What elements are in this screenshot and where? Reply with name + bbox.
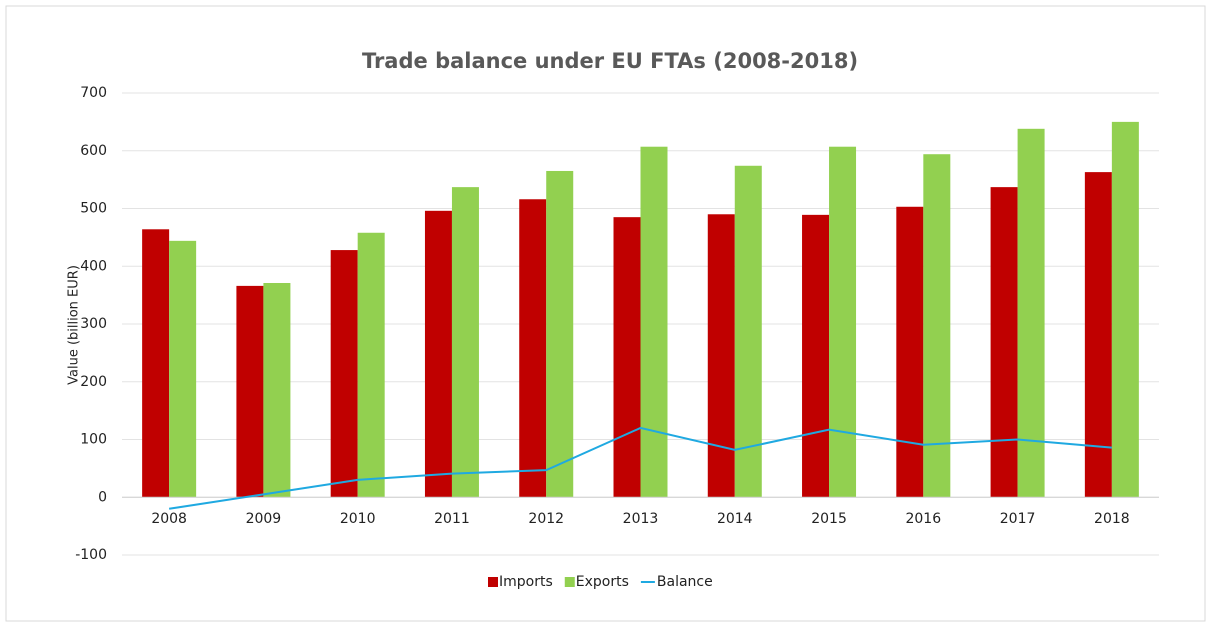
bar — [896, 206, 924, 498]
x-tick-label: 2012 — [528, 511, 564, 527]
legend-swatch — [488, 577, 498, 587]
x-tick-label: 2014 — [717, 511, 753, 527]
legend-label: Imports — [499, 574, 553, 590]
y-tick-label: 100 — [80, 432, 107, 448]
bar — [519, 199, 547, 498]
legend-label: Exports — [576, 574, 629, 590]
y-tick-label: 600 — [80, 143, 107, 159]
bar — [613, 217, 641, 498]
y-tick-label: 200 — [80, 374, 107, 390]
bar — [1111, 121, 1139, 498]
x-tick-label: 2011 — [434, 511, 470, 527]
y-axis-label: Value (billion EUR) — [67, 265, 82, 385]
y-tick-label: 300 — [80, 316, 107, 332]
y-tick-label: -100 — [75, 547, 107, 563]
x-tick-label: 2013 — [623, 511, 659, 527]
bar — [1084, 172, 1112, 498]
y-tick-label: 0 — [98, 489, 107, 505]
bar — [923, 154, 951, 498]
legend-swatch — [564, 577, 575, 587]
bar — [357, 232, 385, 498]
x-tick-label: 2015 — [811, 511, 847, 527]
x-tick-label: 2010 — [340, 511, 376, 527]
x-tick-label: 2017 — [1000, 511, 1036, 527]
bar — [1017, 128, 1045, 498]
bar — [424, 210, 452, 498]
x-tick-label: 2018 — [1094, 511, 1130, 527]
x-tick-label: 2009 — [246, 511, 282, 527]
bar — [236, 285, 264, 498]
bar — [546, 170, 574, 498]
bar — [263, 282, 291, 498]
bar — [990, 187, 1018, 498]
chart-title: Trade balance under EU FTAs (2008-2018) — [362, 49, 858, 73]
y-tick-label: 400 — [80, 258, 107, 274]
bar — [640, 146, 668, 498]
x-tick-label: 2008 — [151, 511, 187, 527]
y-tick-label: 500 — [80, 201, 107, 217]
bar — [330, 250, 358, 498]
bar — [169, 240, 197, 498]
line — [168, 426, 1112, 510]
bar — [142, 229, 170, 498]
bar — [451, 187, 479, 498]
bar — [802, 214, 830, 498]
x-tick-label: 2016 — [905, 511, 941, 527]
bar — [734, 165, 762, 498]
bar — [707, 214, 735, 498]
y-tick-label: 700 — [80, 85, 107, 101]
bar — [829, 146, 857, 498]
legend-label: Balance — [657, 574, 713, 590]
